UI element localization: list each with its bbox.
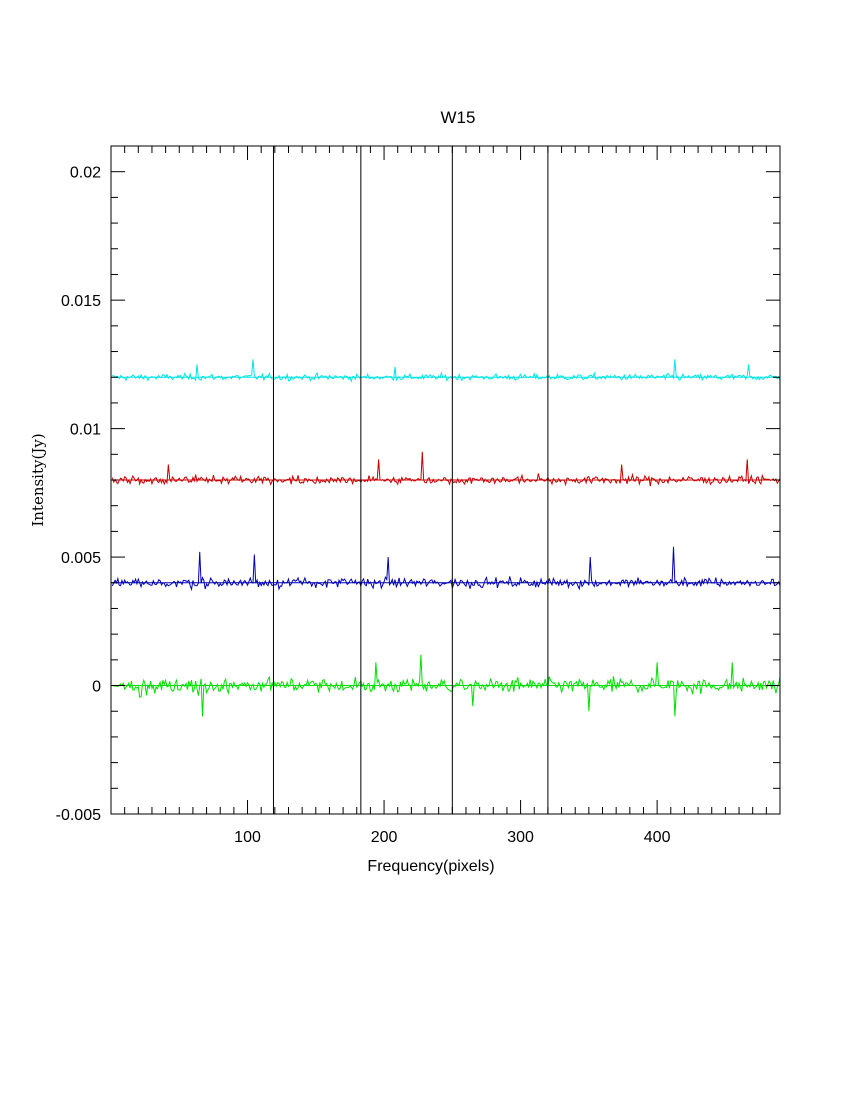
tick-labels: 100 200 300 400 -0.005 0 0.005 0.01 0.015 0.02 (56, 165, 671, 846)
y-tick-label: 0.015 (61, 293, 101, 310)
y-tick-label: 0.005 (61, 550, 101, 567)
x-axis-label: Frequency(pixels) (367, 858, 494, 875)
series-0-line (112, 359, 781, 383)
axis-ticks (111, 146, 780, 814)
y-tick-label: 0.01 (70, 422, 101, 439)
chart-title: W15 (441, 108, 476, 127)
series-2-line (111, 546, 781, 592)
series-layer (111, 359, 781, 717)
y-tick-label: 0.02 (70, 165, 101, 182)
vertical-lines (272, 146, 549, 814)
y-tick-label: 0 (92, 679, 101, 696)
y-axis-label: Intensity(Jy) (29, 433, 47, 526)
x-tick-label: 400 (644, 829, 671, 846)
x-tick-label: 200 (371, 829, 398, 846)
x-tick-label: 300 (507, 829, 534, 846)
y-tick-label: -0.005 (56, 807, 101, 824)
series-1-line (111, 451, 781, 487)
series-3-line (112, 654, 781, 717)
x-tick-label: 100 (234, 829, 261, 846)
